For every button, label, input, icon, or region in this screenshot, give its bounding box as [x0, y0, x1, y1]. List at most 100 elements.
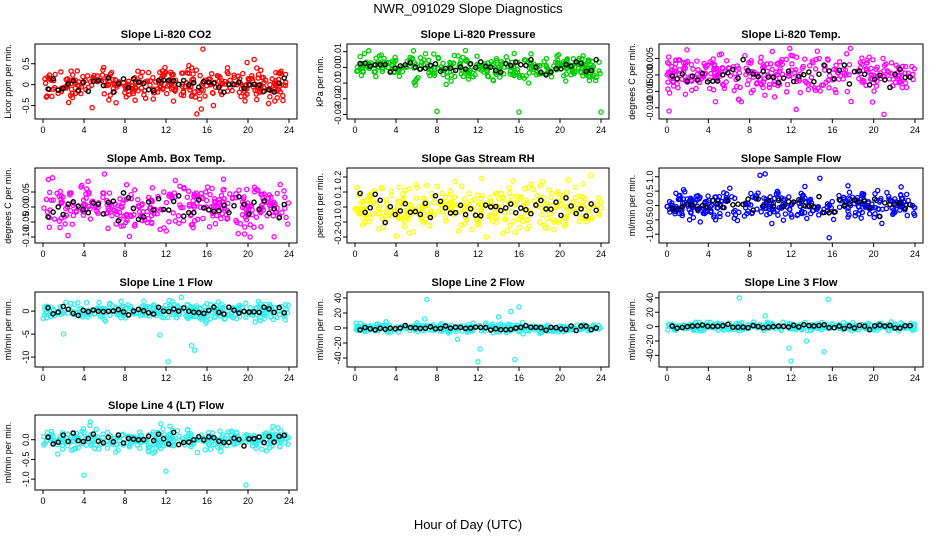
x-tick-label: 0: [664, 125, 669, 135]
reference-point: [507, 326, 514, 333]
reference-point: [528, 210, 534, 217]
data-point: [448, 78, 454, 84]
reference-point: [897, 66, 903, 73]
data-point: [474, 53, 480, 59]
data-point: [873, 83, 880, 89]
data-point: [673, 190, 679, 197]
data-point: [495, 196, 502, 202]
data-point: [277, 70, 283, 77]
data-point: [510, 178, 516, 184]
reference-point: [750, 322, 757, 329]
data-point: [530, 186, 536, 193]
data-point: [528, 181, 534, 188]
data-point: [764, 211, 770, 218]
reference-point: [558, 326, 564, 332]
plot-frame: [34, 414, 298, 491]
data-point: [731, 87, 737, 94]
data-point: [431, 51, 437, 57]
data-point: [83, 299, 90, 306]
reference-point: [447, 210, 454, 216]
data-point: [859, 79, 865, 85]
x-tick-label: 0: [40, 125, 45, 135]
outlier-point: [191, 347, 198, 353]
y-tick-label: -20: [333, 336, 343, 349]
data-point: [774, 61, 780, 67]
data-point: [194, 449, 201, 456]
reference-point: [563, 195, 569, 201]
reference-point: [497, 326, 504, 333]
reference-point: [841, 62, 848, 68]
data-point: [401, 223, 408, 230]
reference-point: [811, 323, 817, 329]
reference-point: [75, 203, 82, 209]
data-point: [186, 201, 193, 208]
reference-point: [115, 306, 122, 313]
outlier-point: [200, 46, 206, 52]
reference-point: [780, 203, 787, 210]
data-point: [84, 73, 91, 79]
reference-point: [669, 73, 676, 79]
data-point: [439, 208, 446, 215]
data-point: [802, 78, 808, 84]
data-point: [504, 227, 511, 234]
data-point: [58, 192, 65, 199]
data-point: [518, 194, 524, 200]
data-point: [825, 57, 831, 63]
reference-point: [236, 193, 242, 200]
data-point: [101, 91, 108, 97]
reference-point: [467, 205, 474, 212]
reference-point: [507, 62, 514, 69]
data-point: [898, 192, 904, 199]
reference-point: [407, 324, 414, 331]
reference-point: [821, 209, 827, 216]
panel-title: Slope Li-820 Temp.: [741, 29, 840, 41]
data-point: [120, 223, 127, 229]
data-point: [251, 224, 257, 231]
reference-point: [588, 326, 595, 333]
reference-point: [816, 193, 822, 200]
reference-point: [105, 199, 112, 206]
data-point: [775, 190, 781, 196]
data-point: [596, 212, 603, 219]
data-point: [400, 195, 407, 201]
panel-title: Slope Line 3 Flow: [745, 277, 838, 289]
data-point: [207, 316, 214, 322]
data-point: [686, 217, 693, 223]
data-point: [719, 81, 726, 88]
panel-title: Slope Li-820 CO2: [121, 29, 211, 41]
reference-point: [125, 435, 132, 442]
data-point: [427, 223, 433, 229]
reference-point: [720, 204, 726, 211]
data-point: [170, 71, 176, 78]
data-point: [243, 217, 250, 223]
data-point: [675, 84, 681, 91]
data-point: [596, 68, 602, 74]
data-point: [440, 60, 446, 67]
data-point: [462, 47, 469, 54]
reference-point: [231, 81, 237, 88]
data-point: [580, 73, 586, 79]
reference-point: [806, 203, 812, 209]
data-point: [896, 80, 902, 86]
reference-point: [140, 307, 147, 314]
data-point: [799, 208, 805, 215]
reference-point: [790, 322, 797, 329]
data-point: [795, 211, 801, 218]
reference-point: [528, 56, 534, 63]
data-point: [243, 438, 249, 445]
data-point: [463, 58, 469, 64]
data-point: [705, 193, 711, 199]
data-point: [240, 196, 247, 202]
data-point: [258, 223, 264, 230]
x-tick-label: 4: [393, 373, 398, 383]
data-point: [181, 184, 187, 191]
data-point: [522, 57, 529, 64]
data-point: [580, 199, 586, 205]
data-point: [46, 224, 53, 230]
data-point: [139, 69, 146, 75]
outlier-point: [736, 295, 743, 301]
reference-point: [362, 209, 368, 216]
y-tick-label: 0.00: [21, 198, 31, 216]
data-point: [103, 210, 110, 217]
reference-point: [694, 77, 701, 83]
